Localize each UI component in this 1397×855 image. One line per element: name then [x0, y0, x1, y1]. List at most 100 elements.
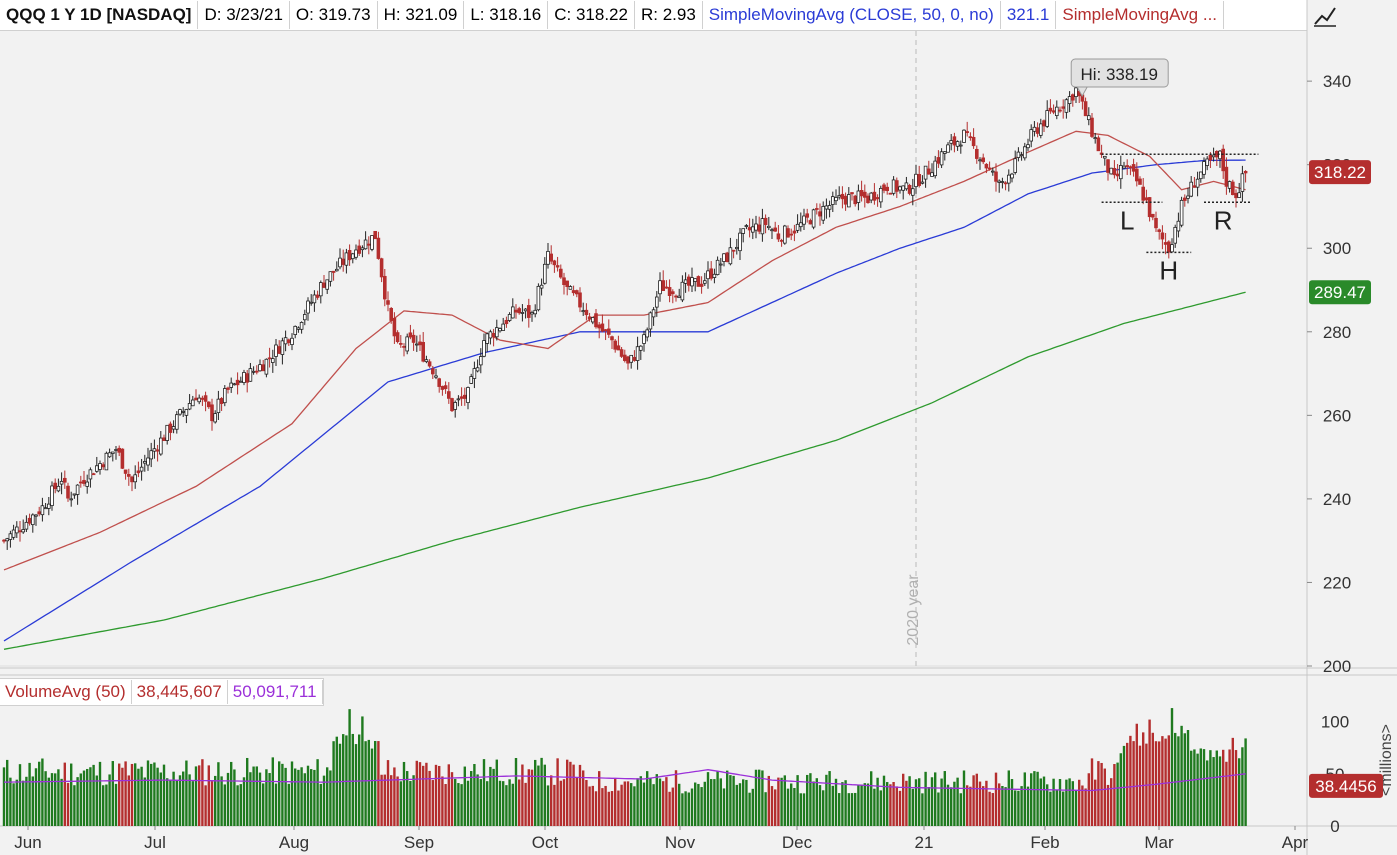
- volume-bar: [518, 779, 521, 826]
- candle-body: [34, 514, 38, 517]
- candle-body: [1141, 186, 1146, 201]
- candle-body: [27, 517, 32, 524]
- time-tick-label: Mar: [1144, 833, 1174, 852]
- volume-study-label[interactable]: VolumeAvg (50): [0, 680, 132, 704]
- candle-body: [229, 382, 234, 388]
- candle-body: [95, 465, 99, 472]
- sma50-study-label[interactable]: SimpleMovingAvg (CLOSE, 50, 0, no): [703, 1, 1001, 29]
- candle-body: [872, 191, 877, 201]
- volume-bar: [642, 782, 646, 826]
- candle-body: [1026, 144, 1030, 149]
- volume-bar: [47, 777, 50, 826]
- volume-bar: [985, 780, 988, 826]
- candle-body: [645, 329, 649, 338]
- volume-bar: [777, 777, 780, 826]
- volume-bar: [953, 781, 956, 826]
- volume-bar: [1087, 773, 1090, 826]
- volume-bars: [2, 708, 1247, 826]
- volume-bar: [255, 766, 258, 826]
- volume-bar: [822, 790, 825, 826]
- volume-bar: [1017, 790, 1020, 826]
- candle-body: [424, 359, 429, 363]
- candle-body: [821, 206, 825, 221]
- candle-body: [520, 312, 525, 314]
- candle-body: [1173, 226, 1178, 244]
- candle-body: [559, 268, 563, 278]
- candle-body: [149, 450, 154, 460]
- time-tick-label: Aug: [279, 833, 309, 852]
- candle-body: [405, 336, 409, 352]
- volume-bar: [668, 791, 671, 826]
- volume-bar: [182, 771, 185, 826]
- candle-body: [334, 268, 339, 272]
- candle-body: [1186, 195, 1190, 199]
- last-price-badge-bg: [1309, 160, 1371, 185]
- candle-body: [427, 361, 432, 367]
- volume-bar: [79, 773, 82, 826]
- volume-bar: [364, 741, 367, 826]
- candle-body: [53, 482, 57, 490]
- volume-bar: [1074, 790, 1078, 826]
- candle-body: [251, 370, 256, 373]
- sma-other-study-label[interactable]: SimpleMovingAvg ...: [1056, 1, 1225, 29]
- high-annotation: Hi: 338.19: [1070, 58, 1169, 98]
- candle-body: [482, 340, 486, 357]
- candle-body: [904, 182, 909, 190]
- volume-bar: [310, 769, 313, 826]
- candle-body: [142, 461, 147, 464]
- chart-style-icon[interactable]: [1312, 4, 1338, 28]
- candle-body: [731, 249, 736, 252]
- candle-body: [184, 409, 189, 416]
- volume-bar: [956, 777, 959, 826]
- volume-bar: [1094, 779, 1097, 826]
- volume-bar: [1174, 732, 1177, 826]
- volume-bar: [1110, 778, 1113, 826]
- candle-body: [264, 358, 269, 375]
- volume-bar: [614, 778, 617, 826]
- candle-body: [1003, 182, 1008, 185]
- volume-bar: [252, 766, 255, 826]
- volume-bar: [236, 785, 239, 826]
- volume-bar: [345, 735, 348, 826]
- candle-body: [706, 270, 710, 280]
- volume-bar: [556, 758, 559, 826]
- candle-body: [936, 157, 941, 164]
- candle-body: [680, 281, 685, 301]
- volume-bar: [527, 769, 530, 826]
- candle-body: [210, 404, 214, 422]
- volume-bar: [489, 766, 492, 826]
- volume-bar: [25, 776, 28, 826]
- volume-bar: [326, 767, 329, 826]
- volume-bar: [1078, 779, 1081, 826]
- candle-body: [127, 474, 131, 477]
- candle-body: [1000, 181, 1005, 183]
- symbol-label[interactable]: QQQ 1 Y 1D [NASDAQ]: [0, 1, 199, 29]
- volume-bar: [793, 787, 796, 826]
- volume-bar: [482, 759, 486, 826]
- volume-bar: [358, 734, 361, 826]
- candle-body: [370, 235, 374, 250]
- candle-body: [1160, 232, 1165, 240]
- volume-bar: [1206, 760, 1209, 826]
- candle-body: [206, 401, 211, 408]
- candle-body: [911, 188, 915, 196]
- candle-body: [277, 346, 281, 354]
- candle-body: [1035, 127, 1040, 134]
- candle-body: [354, 249, 358, 258]
- volume-bar: [914, 779, 918, 826]
- volume-bar: [610, 791, 614, 826]
- volume-bar: [2, 767, 6, 826]
- volume-bar: [502, 781, 505, 826]
- volume-bar: [82, 770, 86, 826]
- candle-body: [510, 306, 515, 319]
- volume-bar: [505, 785, 508, 826]
- candle-body: [856, 190, 861, 203]
- candle-body: [498, 328, 502, 332]
- candle-body: [226, 387, 230, 390]
- volume-bar: [1209, 750, 1212, 826]
- candle-body: [293, 325, 297, 335]
- candle-body: [1192, 185, 1197, 188]
- candle-body: [283, 337, 288, 345]
- volume-bar: [1199, 748, 1202, 826]
